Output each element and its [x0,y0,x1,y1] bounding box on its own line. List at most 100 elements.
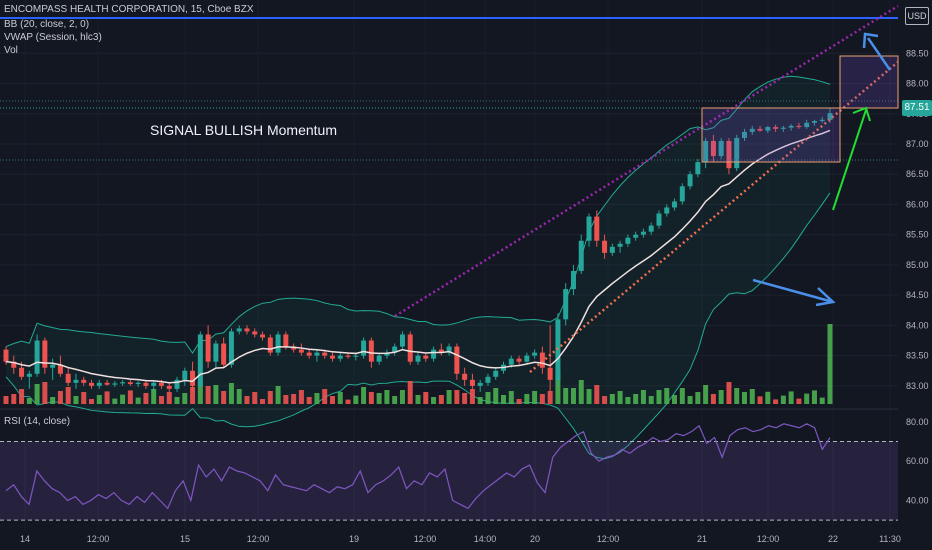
time-tick-label: 11:30 [879,534,901,544]
candle-body [143,382,149,386]
volume-bar [298,390,304,404]
volume-bar [221,391,227,404]
time-tick-label: 14:00 [474,534,497,544]
time-tick-label: 20 [530,534,540,544]
candle-body [151,382,157,386]
volume-bar [431,397,437,404]
price-tick-label: 84.50 [906,290,929,300]
volume-bar [516,399,522,404]
candle-body [811,121,817,123]
volume-bar [158,396,164,404]
volume-bar [501,395,507,404]
blue-arrow-shaft [752,278,834,304]
time-tick-label: 12:00 [597,534,620,544]
volume-bar [135,397,141,404]
volume-bar [166,392,172,404]
candle-body [765,127,771,131]
candle-body [454,346,460,374]
price-tick-label: 84.00 [906,320,929,330]
volume-bar [42,382,48,404]
legend-bb[interactable]: BB (20, close, 2, 0) [4,19,90,30]
candle-body [485,376,491,383]
candle-body [640,231,646,235]
volume-bar [182,393,188,404]
rsi-tick-label: 80.00 [906,417,929,427]
volume-bar [252,392,258,404]
legend-rsi[interactable]: RSI (14, close) [4,416,71,427]
candle-body [446,346,452,353]
volume-bar [368,392,374,404]
volume-bar [687,396,693,404]
candle-body [664,207,670,214]
volume-bar [228,383,234,404]
candle-body [687,174,693,187]
candle-body [679,186,685,202]
volume-bar [143,393,149,404]
candle-body [819,119,825,122]
volume-bar [205,386,211,404]
price-tick-label: 88.00 [906,79,929,89]
candle-body [508,358,514,365]
candle-body [609,246,615,253]
volume-bar [570,388,576,404]
candle-body [361,340,367,356]
volume-bar [726,382,732,404]
volume-bar [765,391,771,404]
volume-bar [594,385,600,404]
candle-body [516,358,522,362]
volume-bar [26,398,32,404]
volume-bar [120,394,126,404]
volume-bar [50,397,56,404]
candle-body [104,382,110,385]
volume-bar [73,396,79,404]
candle-body [213,343,219,362]
candle-body [205,334,211,362]
volume-bar [749,389,755,404]
time-tick-label: 14 [20,534,30,544]
price-tick-label: 85.50 [906,230,929,240]
candle-body [314,352,320,356]
green-arrow-shaft [832,109,867,211]
candle-body [415,355,421,362]
currency-badge[interactable]: USD [905,7,929,25]
current-price-label: 87.51 [902,100,932,116]
bb-upper [5,75,831,354]
volume-bar [322,389,328,404]
time-tick-label: 19 [349,534,359,544]
volume-bar [81,392,87,404]
volume-bar [524,394,530,404]
candle-body [42,340,48,368]
volume-bar [96,395,102,404]
volume-bar [329,396,335,404]
candle-body [563,289,569,320]
volume-bar [485,392,491,404]
candle-body [120,382,126,384]
legend-vol[interactable]: Vol [4,45,18,56]
candle-body [726,140,732,169]
volume-bar [213,385,219,404]
price-tick-label: 83.50 [906,351,929,361]
candle-body [353,355,359,357]
volume-bar [244,396,250,404]
volume-bar [819,397,825,404]
volume-bar [469,389,475,404]
legend-vwap[interactable]: VWAP (Session, hlc3) [4,32,102,43]
blue-arrow-head [815,287,836,307]
candle-body [260,334,266,338]
price-tick-label: 88.50 [906,48,929,58]
candle-body [602,240,608,253]
volume-bar [617,391,623,404]
target-box [839,55,899,109]
time-tick-label: 12:00 [757,534,780,544]
volume-bar [493,388,499,404]
candle-body [236,328,242,332]
volume-bar [609,394,615,404]
candle-body [174,379,180,389]
candle-body [594,216,600,241]
candle-body [656,213,662,226]
candle-body [298,349,304,353]
volume-bar [586,389,592,404]
volume-bar [811,390,817,404]
candle-body [532,352,538,356]
